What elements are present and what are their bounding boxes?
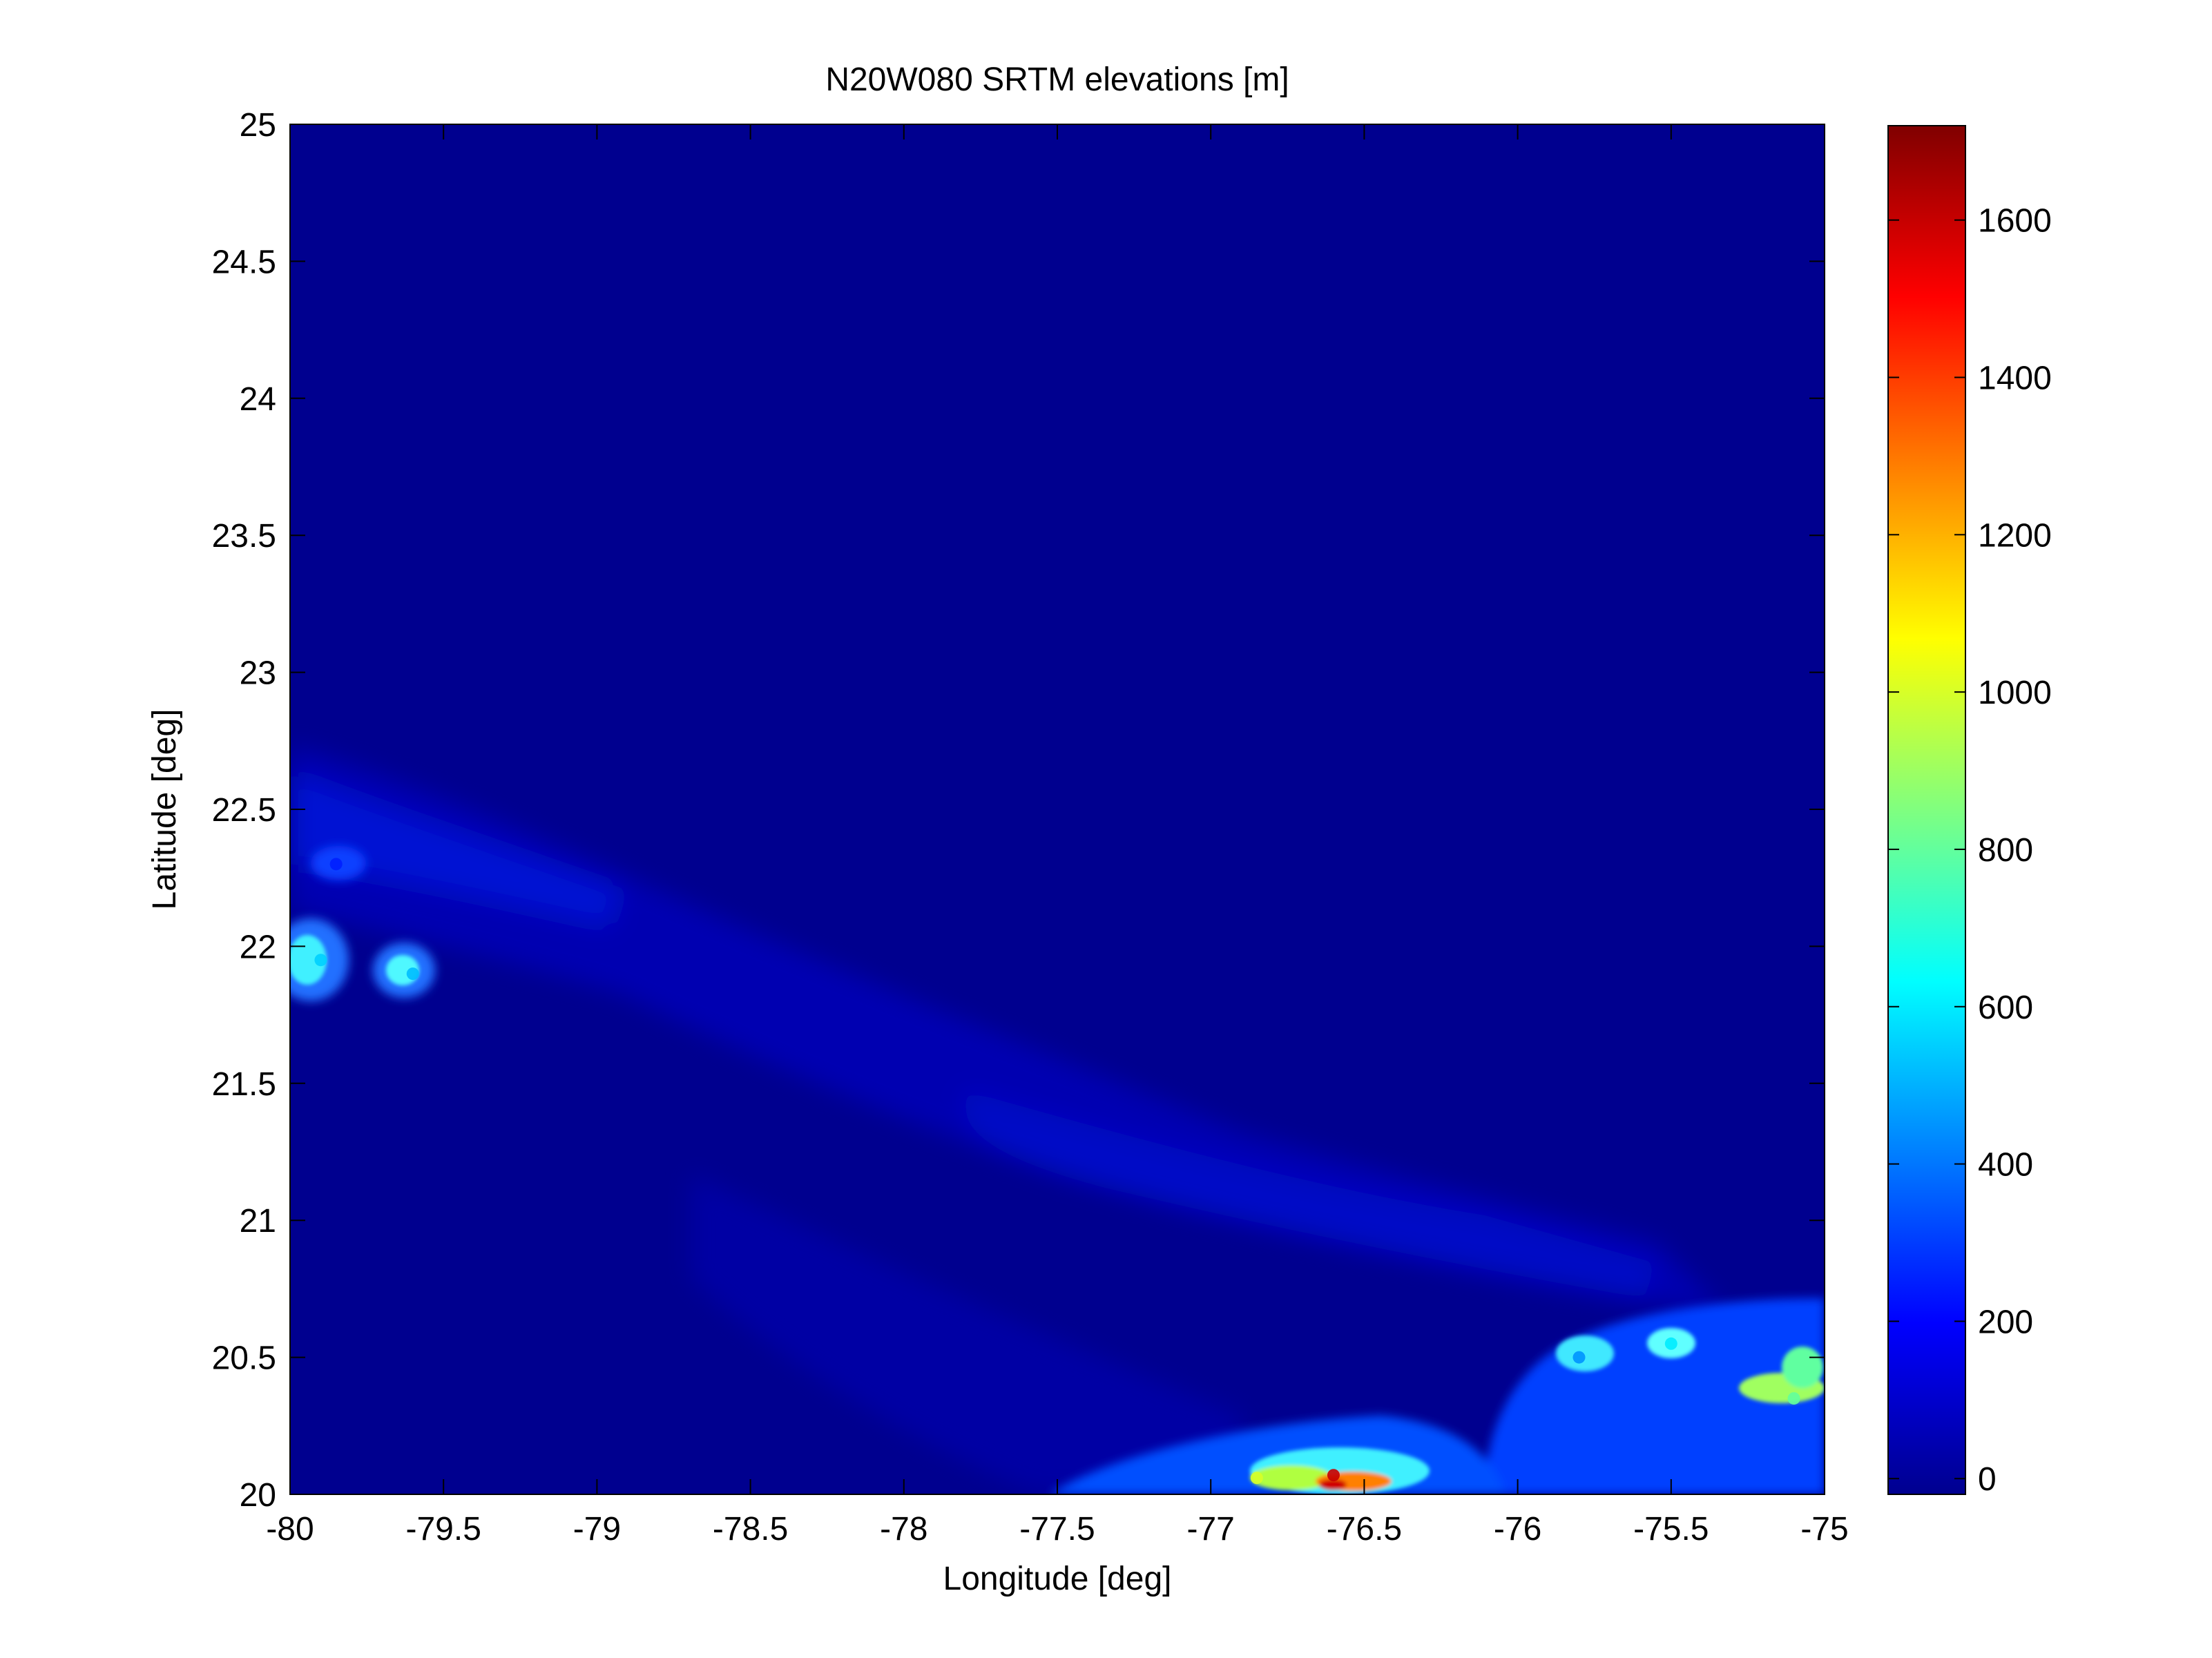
x-tick-label: -77.5 — [1019, 1511, 1095, 1548]
colorbar-gradient — [1888, 126, 1965, 1494]
x-tick-label: -78.5 — [713, 1511, 788, 1548]
y-axis-label: Latitude [deg] — [146, 709, 183, 910]
y-tick-label: 25 — [240, 107, 276, 144]
elevation-point — [1664, 1337, 1677, 1350]
x-tick-label: -75 — [1800, 1511, 1848, 1548]
y-tick-label: 23 — [240, 655, 276, 692]
elevation-point — [1327, 1469, 1340, 1482]
x-tick-label: -75.5 — [1633, 1511, 1709, 1548]
colorbar-tick-label: 800 — [1978, 832, 2033, 869]
y-axis: 20 20.5 21 21.5 22 22.5 23 23.5 24 24.5 25 — [212, 107, 1825, 1514]
colorbar-tick-label: 0 — [1978, 1461, 1997, 1498]
y-tick-label: 22.5 — [212, 792, 276, 829]
y-tick-label: 23.5 — [212, 518, 276, 555]
x-tick-label: -79.5 — [405, 1511, 481, 1548]
colorbar-tick-label: 400 — [1978, 1147, 2033, 1184]
elevation-point — [406, 967, 419, 981]
colorbar-frame — [1887, 125, 1966, 1495]
y-tick-label: 24.5 — [212, 244, 276, 280]
y-tick-label: 20.5 — [212, 1340, 276, 1377]
elevation-point — [314, 954, 327, 967]
colorbar-tick-label: 1000 — [1978, 675, 2052, 711]
colorbar-tick-label: 1600 — [1978, 203, 2052, 240]
elevation-point — [1787, 1392, 1800, 1405]
colorbar-tick-label: 200 — [1978, 1304, 2033, 1340]
x-tick-label: -77 — [1187, 1511, 1235, 1548]
colorbar: 0 200 400 600 800 1000 1200 1400 1600 — [1887, 125, 2052, 1498]
chart-title: N20W080 SRTM elevations [m] — [825, 61, 1289, 98]
colorbar-ticks: 0 200 400 600 800 1000 1200 1400 1600 — [1888, 203, 2052, 1498]
y-tick-label: 24 — [240, 381, 276, 418]
colorbar-tick-label: 1400 — [1978, 360, 2052, 397]
x-tick-label: -80 — [266, 1511, 314, 1548]
x-axis: -80 -79.5 -79 -78.5 -78 -77.5 -77 -76.5 -76 -75.5… — [266, 124, 1849, 1548]
x-tick-label: -76.5 — [1327, 1511, 1402, 1548]
x-tick-label: -76 — [1494, 1511, 1541, 1548]
elevation-marks — [314, 858, 1800, 1485]
y-tick-label: 21.5 — [212, 1066, 276, 1103]
colorbar-tick-label: 600 — [1978, 990, 2033, 1026]
elevation-point — [1250, 1472, 1263, 1485]
x-tick-label: -78 — [880, 1511, 927, 1548]
elevation-point — [1573, 1351, 1586, 1364]
colorbar-tick-label: 1200 — [1978, 517, 2052, 554]
y-tick-label: 21 — [240, 1203, 276, 1240]
y-tick-label: 20 — [240, 1477, 276, 1514]
x-tick-label: -79 — [573, 1511, 621, 1548]
elevation-map — [290, 746, 1825, 1494]
x-axis-label: Longitude [deg] — [943, 1561, 1172, 1597]
elevation-point — [329, 858, 343, 871]
y-tick-label: 22 — [240, 929, 276, 965]
